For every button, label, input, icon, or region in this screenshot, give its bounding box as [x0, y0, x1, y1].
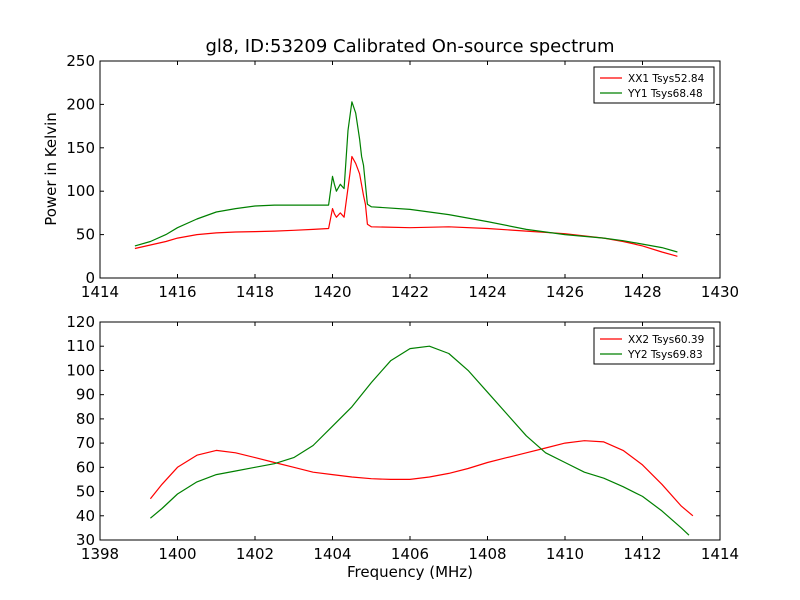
chart-2-series-line-2 — [150, 345, 690, 536]
chart-1-legend-label: XX1 Tsys52.84 — [628, 73, 705, 85]
chart-2-xlabel: Frequency (MHz) — [347, 563, 473, 581]
chart-1-ytick-label: 200 — [66, 95, 95, 113]
chart-1-xtick-label: 1430 — [701, 283, 739, 301]
chart-2-ytick-label: 50 — [76, 483, 95, 501]
chart-1-ytick-label: 250 — [66, 52, 95, 70]
chart-2-xtick-label: 1404 — [313, 545, 351, 563]
chart-2-legend-label: XX2 Tsys60.39 — [628, 334, 704, 346]
chart-2-ytick-label: 80 — [76, 410, 95, 428]
chart-1-title: gl8, ID:53209 Calibrated On-source spect… — [205, 36, 614, 57]
chart-1-legend — [593, 66, 715, 104]
chart-2-xtick-label: 1400 — [158, 545, 196, 563]
chart-2-legend — [593, 327, 715, 365]
chart-2-xtick-label: 1398 — [81, 545, 119, 563]
chart-2-ytick-label: 110 — [66, 337, 95, 355]
chart-2-xtick-label: 1402 — [236, 545, 274, 563]
chart-1-xtick-label: 1422 — [391, 283, 429, 301]
chart-1-xtick-label: 1426 — [546, 283, 584, 301]
chart-1-xtick-label: 1414 — [81, 283, 119, 301]
chart-2-ytick-label: 30 — [76, 531, 95, 549]
chart-2-ytick-label: 60 — [76, 458, 95, 476]
chart-2-ytick-label: 40 — [76, 507, 95, 525]
chart-2-xtick-label: 1408 — [468, 545, 506, 563]
chart-2-xtick-label: 1406 — [391, 545, 429, 563]
chart-1-ytick-label: 50 — [76, 226, 95, 244]
chart-1-xtick-label: 1418 — [236, 283, 274, 301]
chart-1-series-line-1 — [134, 155, 678, 257]
chart-2-xtick-label: 1410 — [546, 545, 584, 563]
chart-1-ytick-label: 100 — [66, 182, 95, 200]
chart-1-ytick-label: 150 — [66, 139, 95, 157]
chart-1-xtick-label: 1420 — [313, 283, 351, 301]
chart-2-legend-label: YY2 Tsys69.83 — [627, 349, 703, 361]
chart-2-axes: 1398 1400 1402 1404 1406 1408 1410 1412 1414 30 40… — [66, 313, 739, 563]
chart-1-xtick-label: 1416 — [158, 283, 196, 301]
chart-1-legend-label: YY1 Tsys68.48 — [627, 88, 703, 100]
chart-1-series-line-2 — [134, 101, 678, 253]
chart-1-axes: 1414 1416 1418 1420 1422 1424 1426 1428 1430 0 50 1… — [66, 52, 739, 301]
chart-2-ytick-label: 70 — [76, 434, 95, 452]
chart-1-ytick-label: 0 — [85, 269, 95, 287]
chart-1-xtick-label: 1424 — [468, 283, 506, 301]
chart-1-xtick-label: 1428 — [623, 283, 661, 301]
chart-2-ytick-label: 120 — [66, 313, 95, 331]
chart-2-series-line-1 — [149, 440, 694, 517]
chart-2-ytick-label: 100 — [66, 361, 95, 379]
chart-2-xtick-label: 1414 — [701, 545, 739, 563]
chart-1-ylabel: Power in Kelvin — [42, 112, 60, 226]
chart-2-ytick-label: 90 — [76, 386, 95, 404]
chart-2-xtick-label: 1412 — [623, 545, 661, 563]
